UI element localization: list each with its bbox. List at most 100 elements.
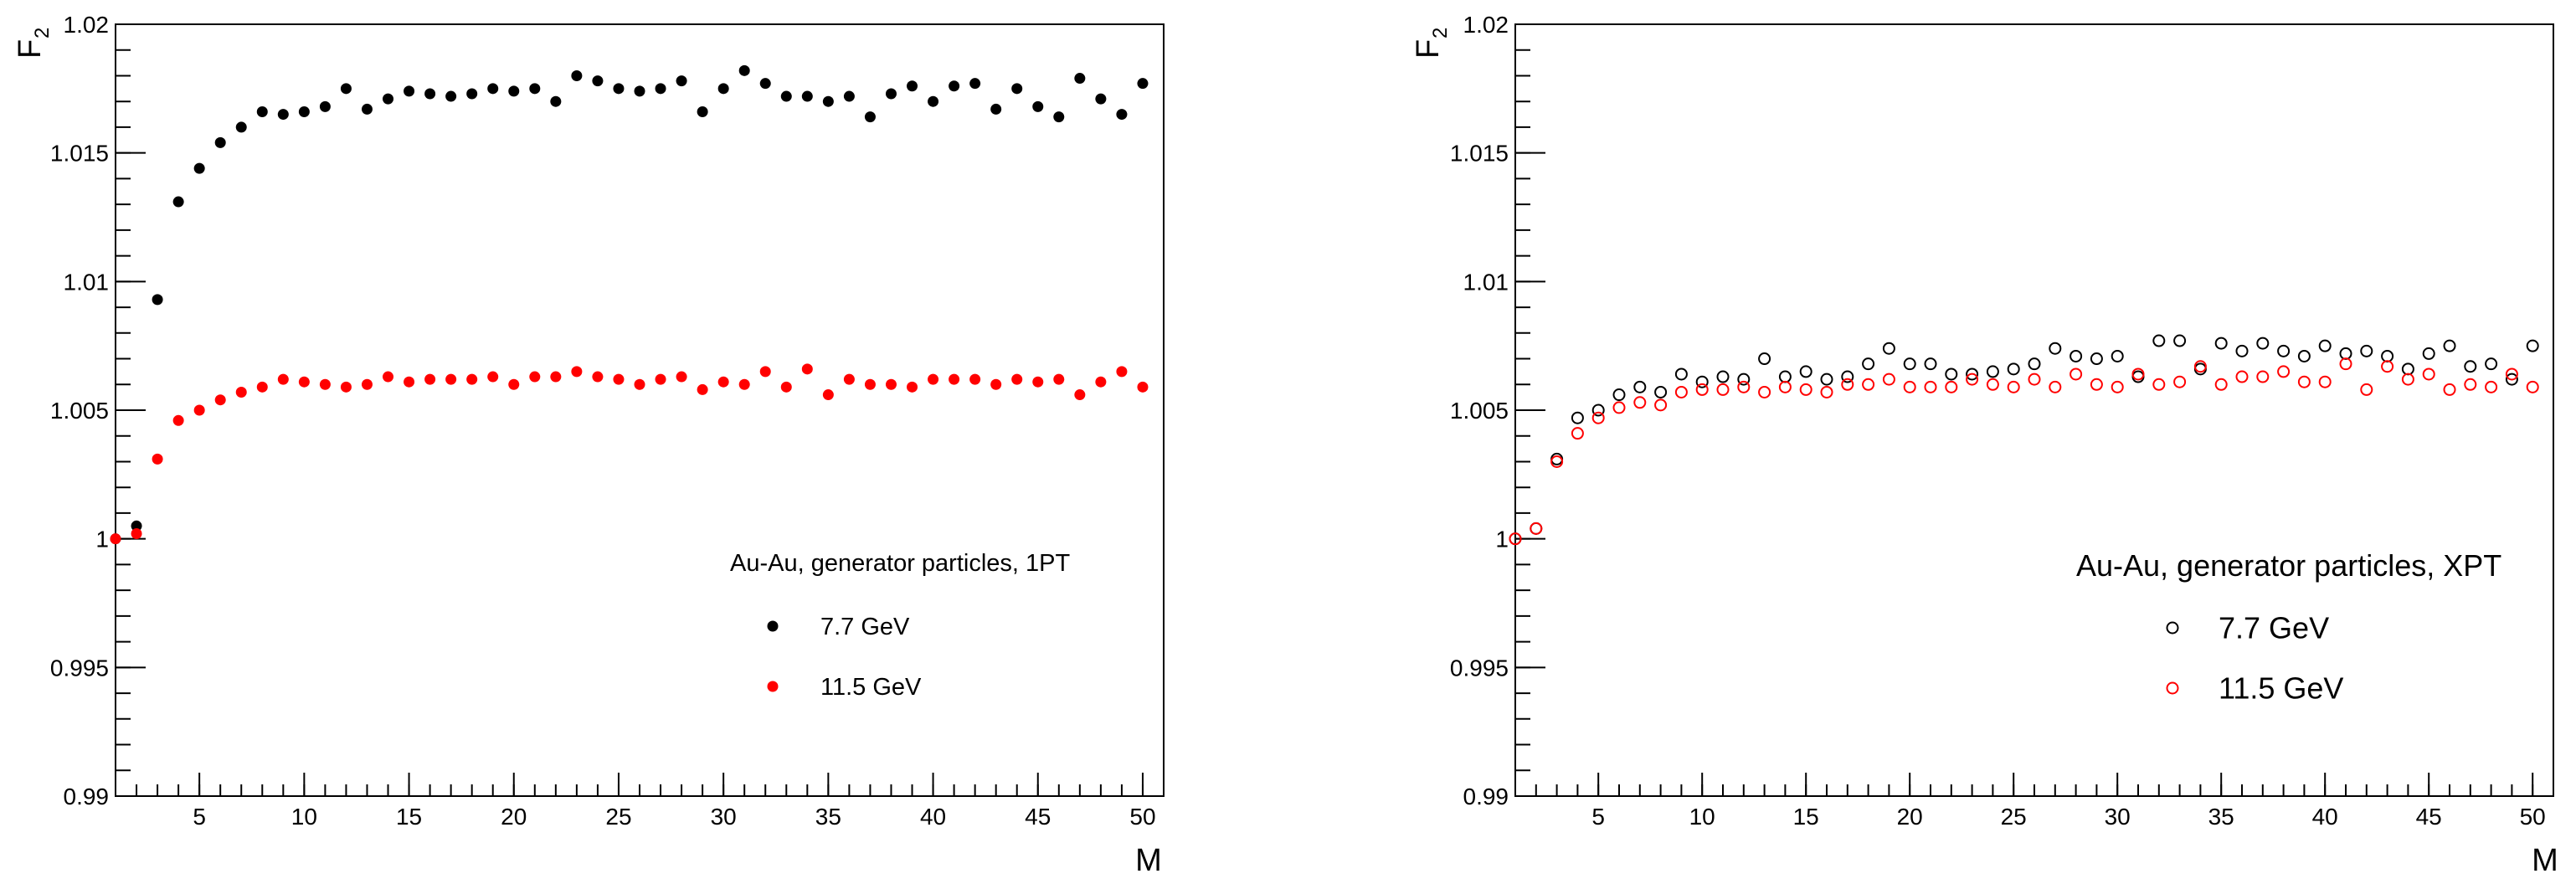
- data-point: [2485, 357, 2498, 371]
- data-point: [1737, 373, 1751, 386]
- legend-marker: [2166, 681, 2179, 695]
- x-tick-label: 15: [1793, 804, 1819, 830]
- y-tick-label: 0.99: [64, 784, 110, 809]
- data-point: [2049, 342, 2062, 355]
- data-point: [152, 453, 163, 465]
- x-tick-label: 5: [193, 804, 206, 830]
- data-point: [2401, 373, 2414, 386]
- axis-ticks: [115, 23, 1165, 797]
- data-point: [404, 85, 415, 97]
- data-point: [1799, 383, 1812, 396]
- data-point: [1074, 73, 1086, 85]
- data-point: [298, 105, 310, 117]
- data-point: [697, 383, 708, 395]
- data-point: [2007, 380, 2020, 393]
- data-point: [1945, 367, 1958, 381]
- data-point: [2256, 337, 2270, 350]
- data-point: [1674, 385, 1688, 398]
- data-point: [676, 75, 687, 87]
- data-point: [2505, 373, 2518, 386]
- x-tick-label: 25: [605, 804, 631, 830]
- data-point: [969, 78, 981, 90]
- data-point: [1654, 398, 1668, 412]
- legend-label: 7.7 GeV: [820, 614, 910, 640]
- data-point: [928, 95, 939, 107]
- data-point: [717, 83, 729, 95]
- data-point: [383, 371, 394, 383]
- data-point: [1986, 365, 1999, 378]
- data-point: [1695, 375, 1709, 388]
- data-point: [907, 381, 918, 393]
- x-tick-label: 50: [2520, 804, 2546, 830]
- data-point: [864, 378, 876, 390]
- data-point: [172, 196, 184, 208]
- data-point: [2007, 362, 2020, 376]
- data-point: [1924, 380, 1937, 393]
- data-point: [1841, 370, 1854, 383]
- tick-labels: 5 10 15 20 25 30 35 40 45 50 0.99 0.995 1 1.005 1.01 1.…: [50, 12, 1156, 830]
- data-point: [822, 389, 834, 401]
- data-point: [1074, 389, 1086, 401]
- data-point: [298, 376, 310, 388]
- data-point: [2318, 339, 2332, 352]
- data-point: [697, 105, 708, 117]
- x-tick-label: 10: [291, 804, 317, 830]
- data-point: [529, 83, 541, 95]
- y-axis-label: F: [1411, 39, 1446, 59]
- data-point: [1778, 380, 1792, 393]
- data-point: [361, 103, 373, 115]
- data-point: [2111, 349, 2124, 362]
- data-point: [131, 528, 142, 540]
- data-point: [1053, 111, 1065, 123]
- data-point: [801, 363, 813, 375]
- data-point: [193, 404, 205, 416]
- data-point: [1053, 373, 1065, 385]
- data-point: [655, 83, 666, 95]
- data-point: [2193, 360, 2207, 373]
- data-point: [885, 378, 897, 390]
- data-point: [864, 111, 876, 123]
- data-point: [1550, 452, 1564, 465]
- data-point: [717, 376, 729, 388]
- data-point: [2443, 383, 2456, 396]
- data-point: [487, 83, 499, 95]
- data-point: [256, 105, 268, 117]
- y-tick-label: 1.01: [1463, 269, 1509, 295]
- data-point: [1571, 427, 1584, 440]
- data-point: [193, 162, 205, 174]
- data-point: [2422, 347, 2435, 360]
- data-point: [2173, 334, 2187, 347]
- legend-title: Au-Au, generator particles, 1PT: [730, 550, 1070, 577]
- data-point: [1095, 93, 1107, 105]
- data-point: [1137, 78, 1149, 90]
- x-tick-label: 30: [2105, 804, 2131, 830]
- data-point: [2526, 380, 2539, 393]
- data-point: [780, 90, 792, 102]
- data-point: [571, 366, 583, 378]
- data-point: [2235, 344, 2249, 357]
- x-tick-label: 35: [2208, 804, 2234, 830]
- data-point: [738, 64, 750, 76]
- data-point: [2443, 339, 2456, 352]
- data-points: [1509, 334, 2539, 546]
- data-point: [1903, 380, 1916, 393]
- data-point: [780, 381, 792, 393]
- y-tick-label: 0.995: [50, 655, 109, 681]
- y-tick-label: 1.01: [64, 269, 110, 295]
- data-point: [759, 78, 771, 90]
- data-point: [2214, 337, 2228, 350]
- y-tick-label: 1.015: [1450, 141, 1509, 167]
- data-point: [2318, 375, 2332, 388]
- x-tick-label: 10: [1689, 804, 1715, 830]
- y-tick-label: 1.02: [64, 12, 110, 38]
- data-point: [1820, 373, 1833, 386]
- x-tick-label: 15: [396, 804, 422, 830]
- data-point: [319, 378, 331, 390]
- x-tick-label: 45: [1025, 804, 1051, 830]
- data-point: [550, 371, 562, 383]
- tick-labels: 5 10 15 20 25 30 35 40 45 50 0.99 0.995 1 1.005 1.01 1.…: [1450, 12, 2546, 830]
- data-point: [634, 85, 645, 97]
- data-point: [634, 378, 645, 390]
- data-point: [1758, 352, 1771, 366]
- x-tick-label: 35: [815, 804, 841, 830]
